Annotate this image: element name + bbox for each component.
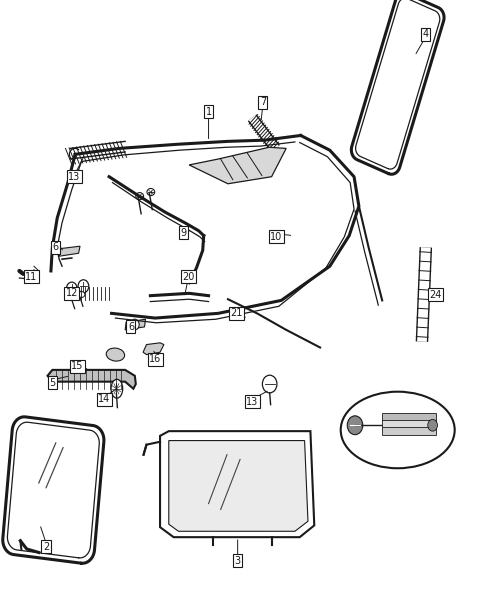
Text: 6: 6 [53,243,59,252]
Text: 14: 14 [98,395,110,404]
Polygon shape [381,413,435,421]
Polygon shape [59,246,80,256]
Circle shape [66,282,77,295]
Text: 5: 5 [49,378,55,388]
Ellipse shape [340,392,454,468]
Text: 20: 20 [182,272,194,282]
Polygon shape [189,147,286,184]
Text: 9: 9 [180,228,186,237]
Text: 22: 22 [358,424,370,434]
Text: 7: 7 [259,98,265,107]
Polygon shape [143,343,164,355]
Ellipse shape [136,193,143,200]
Text: 4: 4 [422,29,428,39]
Ellipse shape [70,294,76,300]
Circle shape [427,419,437,431]
Text: 10: 10 [270,232,282,241]
Circle shape [130,319,139,330]
Text: 15: 15 [71,362,84,371]
Circle shape [347,416,362,435]
Text: 12: 12 [65,289,78,298]
Polygon shape [381,420,435,428]
Text: 11: 11 [25,272,38,282]
Ellipse shape [78,292,85,297]
Polygon shape [381,427,435,435]
Text: 13: 13 [245,397,258,406]
Text: 3: 3 [234,556,240,565]
Text: 6: 6 [128,322,134,332]
Text: 1: 1 [205,107,211,117]
Ellipse shape [106,348,124,361]
Text: 16: 16 [149,355,161,364]
Polygon shape [168,441,307,531]
Circle shape [262,375,276,393]
Text: 24: 24 [428,290,441,299]
Ellipse shape [111,379,122,398]
Ellipse shape [147,188,154,196]
Circle shape [78,280,89,293]
Text: 13: 13 [68,172,80,181]
Polygon shape [125,319,145,330]
Polygon shape [160,431,314,537]
Text: 21: 21 [230,309,242,318]
Text: 23: 23 [392,434,404,443]
Text: 2: 2 [43,542,49,551]
Polygon shape [47,370,136,389]
